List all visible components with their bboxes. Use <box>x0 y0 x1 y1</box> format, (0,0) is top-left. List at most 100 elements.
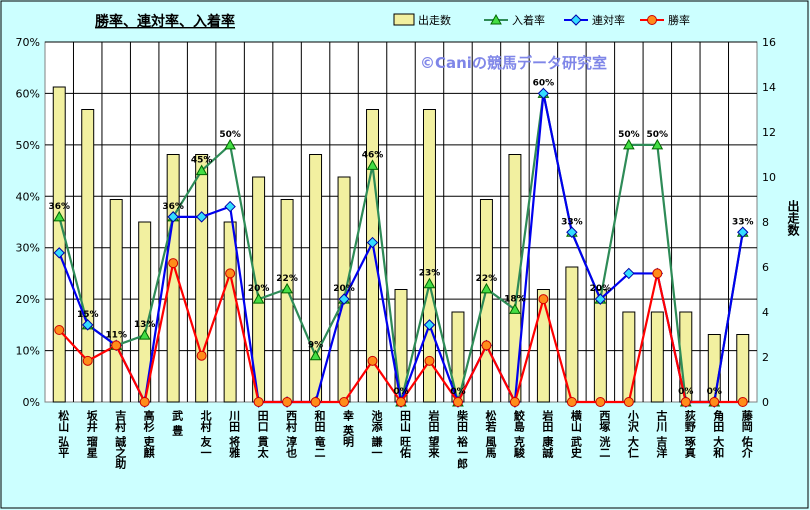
bar-runs[interactable] <box>536 289 550 403</box>
point-in-chaku[interactable] <box>509 303 521 314</box>
point-rentai[interactable] <box>737 226 749 238</box>
point-win[interactable] <box>566 397 577 407</box>
point-in-chaku[interactable] <box>490 13 502 25</box>
point-win[interactable] <box>282 397 293 407</box>
point-win[interactable] <box>623 397 634 407</box>
point-win[interactable] <box>538 294 549 305</box>
point-in-chaku[interactable] <box>281 282 293 294</box>
point-win[interactable] <box>339 397 350 407</box>
category-label: 荻野 琢真 <box>683 409 696 459</box>
y-right-tick-label: 2 <box>762 351 769 364</box>
point-rentai[interactable] <box>53 247 65 259</box>
point-rentai[interactable] <box>366 236 379 249</box>
point-win[interactable] <box>424 355 435 366</box>
point-win[interactable] <box>168 258 179 269</box>
bar-runs[interactable] <box>223 221 237 403</box>
point-win[interactable] <box>253 397 264 407</box>
point-in-chaku[interactable] <box>138 329 151 340</box>
point-in-chaku[interactable] <box>195 164 208 176</box>
point-win[interactable] <box>111 340 122 351</box>
point-win[interactable] <box>647 15 657 25</box>
point-rentai[interactable] <box>570 14 582 26</box>
point-win[interactable] <box>367 355 378 366</box>
bar-runs[interactable] <box>52 86 66 403</box>
bar-runs[interactable] <box>593 289 607 403</box>
bar-runs[interactable] <box>195 154 209 403</box>
point-in-chaku[interactable] <box>366 159 379 170</box>
point-in-chaku[interactable] <box>651 138 664 150</box>
bar-runs[interactable] <box>650 311 664 403</box>
point-rentai[interactable] <box>423 319 436 331</box>
point-win[interactable] <box>196 350 207 361</box>
category-label: 松若 風馬 <box>484 409 497 459</box>
point-in-chaku[interactable] <box>53 210 66 222</box>
point-win[interactable] <box>680 397 691 407</box>
category-label: 武 豊 <box>171 409 184 436</box>
point-in-chaku[interactable] <box>622 138 635 150</box>
bar-runs[interactable] <box>309 154 323 403</box>
bar-runs[interactable] <box>166 154 180 403</box>
point-win[interactable] <box>737 397 748 407</box>
point-win[interactable] <box>595 397 606 407</box>
point-in-chaku[interactable] <box>480 282 493 294</box>
data-label: 9% <box>308 341 323 351</box>
category-label: 藤岡 佑介 <box>740 409 754 458</box>
point-in-chaku[interactable] <box>423 277 436 289</box>
bar-runs[interactable] <box>622 311 636 403</box>
legend-label: 出走数 <box>418 13 451 27</box>
point-rentai[interactable] <box>195 211 208 223</box>
data-label: 0% <box>393 387 408 397</box>
point-win[interactable] <box>652 268 663 279</box>
category-label: 角田 大和 <box>712 409 725 459</box>
bar-runs[interactable] <box>565 266 579 403</box>
point-in-chaku[interactable] <box>252 293 265 304</box>
point-rentai[interactable] <box>594 293 607 305</box>
bar-runs[interactable] <box>81 109 95 403</box>
point-win[interactable] <box>54 325 65 335</box>
point-win[interactable] <box>139 397 150 407</box>
point-rentai[interactable] <box>537 87 550 100</box>
point-rentai[interactable] <box>338 293 350 305</box>
data-label: 11% <box>105 330 127 340</box>
point-win[interactable] <box>310 397 321 407</box>
bar-runs[interactable] <box>736 334 750 403</box>
point-rentai[interactable] <box>566 226 578 238</box>
legend-label: 勝率 <box>668 13 690 27</box>
data-label: 36% <box>162 202 184 212</box>
point-win[interactable] <box>452 397 463 407</box>
bar-runs[interactable] <box>479 199 493 403</box>
y-left-tick-label: 20% <box>16 293 40 306</box>
data-label: 15% <box>77 310 99 320</box>
data-label: 20% <box>248 284 270 294</box>
watermark-text: ©Caniの競馬データ研究室 <box>420 54 607 72</box>
point-rentai[interactable] <box>82 319 94 331</box>
point-win[interactable] <box>709 397 720 407</box>
data-label: 60% <box>533 78 555 88</box>
bar-runs[interactable] <box>422 109 436 403</box>
category-label: 池添 謙一 <box>370 409 383 458</box>
data-label: 0% <box>678 387 693 397</box>
y-right-tick-label: 8 <box>762 216 769 229</box>
data-label: 13% <box>134 320 156 330</box>
point-rentai[interactable] <box>623 267 635 280</box>
category-label: 岩田 望来 <box>427 409 441 459</box>
point-in-chaku[interactable] <box>309 349 322 361</box>
point-win[interactable] <box>82 355 93 366</box>
data-label: 33% <box>732 217 754 227</box>
point-in-chaku[interactable] <box>224 138 236 150</box>
category-label: 西村 淳也 <box>285 410 298 458</box>
point-win[interactable] <box>225 268 236 279</box>
point-rentai[interactable] <box>224 200 236 213</box>
data-label: 23% <box>419 269 441 279</box>
bar-runs[interactable] <box>109 199 123 403</box>
point-rentai[interactable] <box>167 211 179 223</box>
point-win[interactable] <box>509 397 520 407</box>
y-left-tick-label: 70% <box>16 36 40 49</box>
point-win[interactable] <box>481 340 492 351</box>
category-label: 幸 英明 <box>342 409 356 448</box>
data-label: 0% <box>707 387 722 397</box>
y-right-tick-label: 6 <box>762 261 769 274</box>
point-win[interactable] <box>396 397 406 407</box>
